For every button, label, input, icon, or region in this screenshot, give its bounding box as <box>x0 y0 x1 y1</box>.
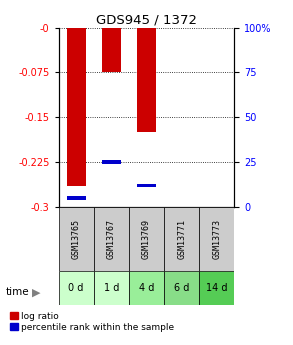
Bar <box>59 207 94 271</box>
Bar <box>129 271 164 305</box>
Bar <box>164 271 199 305</box>
Text: GSM13773: GSM13773 <box>212 219 221 259</box>
Bar <box>102 160 121 164</box>
Text: 14 d: 14 d <box>206 283 228 293</box>
Bar <box>129 207 164 271</box>
Bar <box>67 196 86 200</box>
Text: GSM13765: GSM13765 <box>72 219 81 259</box>
Bar <box>59 271 94 305</box>
Text: GSM13767: GSM13767 <box>107 219 116 259</box>
Text: GSM13771: GSM13771 <box>177 219 186 259</box>
Text: 4 d: 4 d <box>139 283 154 293</box>
Title: GDS945 / 1372: GDS945 / 1372 <box>96 13 197 27</box>
Bar <box>102 28 121 72</box>
Bar <box>94 271 129 305</box>
Text: ▶: ▶ <box>32 287 41 297</box>
Bar <box>199 207 234 271</box>
Text: 6 d: 6 d <box>174 283 189 293</box>
Text: GSM13769: GSM13769 <box>142 219 151 259</box>
Bar <box>199 271 234 305</box>
Bar <box>164 207 199 271</box>
Bar <box>67 28 86 186</box>
Legend: log ratio, percentile rank within the sample: log ratio, percentile rank within the sa… <box>10 312 174 332</box>
Text: time: time <box>6 287 30 296</box>
Text: 0 d: 0 d <box>69 283 84 293</box>
Bar <box>94 207 129 271</box>
Text: 1 d: 1 d <box>104 283 119 293</box>
Bar <box>137 28 156 132</box>
Bar <box>137 184 156 187</box>
